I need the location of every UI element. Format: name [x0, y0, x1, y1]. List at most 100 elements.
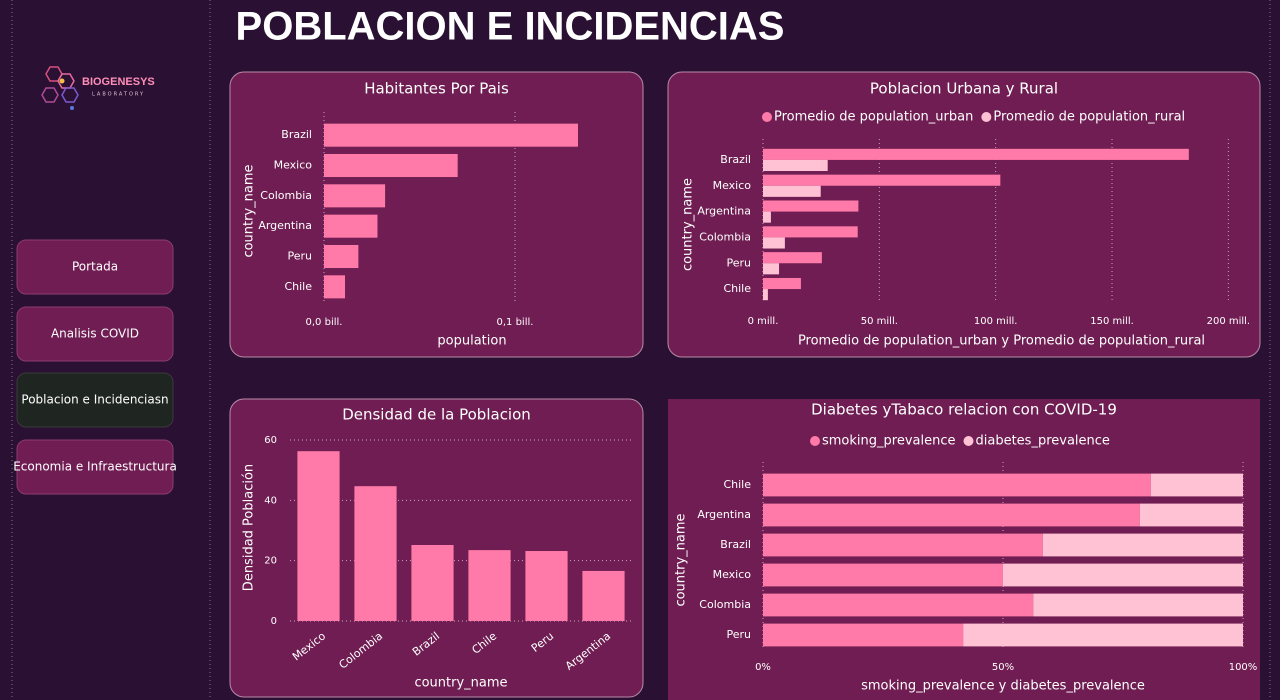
- y-tick-label: Argentina: [697, 508, 751, 521]
- x-tick-label: 0,0 bill.: [306, 317, 343, 328]
- logo-dot: [59, 78, 65, 84]
- y-tick-label: Peru: [726, 256, 751, 269]
- legend-marker: [963, 436, 974, 446]
- x-axis-label: Promedio de population_urban y Promedio …: [798, 334, 1205, 349]
- x-axis-label: smoking_prevalence y diabetes_prevalence: [861, 679, 1145, 694]
- bar: [763, 237, 785, 249]
- y-axis-label: country_name: [674, 513, 689, 606]
- bar: [763, 263, 780, 275]
- x-tick-label: 0%: [755, 662, 771, 673]
- y-tick-label: Chile: [723, 282, 751, 295]
- page-title: POBLACION E INCIDENCIAS: [236, 5, 785, 49]
- y-tick-label: Chile: [723, 478, 751, 491]
- nav-label[interactable]: Analisis COVID: [51, 327, 139, 341]
- bar: [763, 159, 828, 172]
- y-axis-label: country_name: [242, 164, 257, 257]
- y-tick-label: Colombia: [260, 189, 312, 202]
- bar: [297, 451, 340, 621]
- legend-label: Promedio de population_rural: [993, 110, 1185, 125]
- bar-segment: [763, 473, 1151, 497]
- bar: [763, 200, 859, 212]
- x-tick-label: 0 mill.: [748, 316, 779, 327]
- chart: Densidad de la Poblacion country_name Dens…: [229, 398, 644, 698]
- chart-title: Poblacion Urbana y Rural: [870, 80, 1058, 98]
- bar-segment: [1003, 563, 1243, 587]
- bar: [763, 277, 801, 290]
- legend-marker: [981, 112, 992, 122]
- nav-button-active[interactable]: [16, 372, 174, 428]
- y-tick-label: Chile: [284, 280, 312, 293]
- bar-segment: [1033, 593, 1243, 617]
- y-axis-label: Densidad Población: [242, 464, 257, 591]
- logo-hex: [41, 87, 59, 103]
- x-tick-label: 0,1 bill.: [496, 317, 533, 328]
- bar-segment: [1042, 533, 1243, 557]
- y-tick-label: Colombia: [699, 598, 751, 611]
- bar: [354, 486, 397, 621]
- nav-button[interactable]: [16, 306, 174, 362]
- legend-marker: [810, 436, 820, 446]
- logo: BIOGENESYS LABORATORY: [41, 66, 155, 110]
- y-tick-label: 40: [264, 495, 277, 506]
- y-tick-label: Argentina: [258, 219, 312, 232]
- bar: [324, 275, 346, 299]
- bar-segment: [1139, 503, 1243, 527]
- bar: [324, 153, 458, 178]
- bar-segment: [763, 503, 1140, 527]
- x-tick-label: 200 mill.: [1207, 316, 1251, 327]
- bar: [763, 211, 771, 223]
- x-tick-label: 50%: [992, 662, 1014, 673]
- y-tick-label: Mexico: [274, 159, 313, 172]
- bar: [324, 123, 578, 147]
- chart: Poblacion Urbana y Rural Promedio de popu…: [667, 71, 1261, 358]
- y-axis-label: country_name: [681, 178, 696, 271]
- nav: Portada Analisis COVID Poblacion e Incid…: [13, 239, 177, 495]
- bar: [763, 148, 1189, 160]
- legend-label: smoking_prevalence: [822, 434, 956, 449]
- chart: Diabetes yTabaco relacion con COVID-19 sm…: [668, 399, 1260, 700]
- bar: [763, 226, 858, 238]
- bar: [525, 551, 568, 621]
- legend-label: diabetes_prevalence: [976, 434, 1110, 449]
- nav-label[interactable]: Economia e Infraestructura: [13, 460, 177, 474]
- logo-subtitle: LABORATORY: [92, 92, 145, 98]
- x-tick-label: 50 mill.: [861, 316, 898, 327]
- nav-label[interactable]: Portada: [72, 260, 118, 274]
- logo-dot: [70, 106, 74, 110]
- y-tick-label: Brazil: [720, 538, 751, 551]
- bar: [324, 214, 378, 238]
- bar: [324, 244, 359, 269]
- bar: [324, 184, 386, 208]
- y-tick-label: Colombia: [699, 230, 751, 243]
- bar: [763, 289, 768, 301]
- y-tick-label: Mexico: [713, 568, 752, 581]
- bar-segment: [763, 533, 1043, 557]
- y-tick-label: Argentina: [697, 205, 751, 218]
- nav-label[interactable]: Poblacion e Incidenciasn: [21, 393, 168, 407]
- chart-title: Densidad de la Poblacion: [342, 406, 531, 424]
- nav-button[interactable]: [16, 239, 174, 295]
- logo-hex: [61, 87, 79, 103]
- bar: [763, 185, 821, 197]
- y-tick-label: Brazil: [720, 153, 751, 166]
- bar-segment: [1150, 473, 1243, 497]
- nav-button[interactable]: [16, 439, 174, 495]
- y-tick-label: 60: [264, 435, 277, 446]
- y-tick-label: 20: [264, 556, 277, 567]
- bar-segment: [763, 593, 1034, 617]
- bar: [763, 174, 1001, 186]
- y-tick-label: Mexico: [713, 179, 752, 192]
- y-tick-label: Brazil: [281, 128, 312, 141]
- y-tick-label: Peru: [726, 628, 751, 641]
- logo-name: BIOGENESYS: [82, 76, 155, 88]
- bar: [582, 570, 625, 621]
- bar: [763, 252, 822, 264]
- x-tick-label: 100%: [1229, 662, 1258, 673]
- bar: [468, 550, 511, 621]
- y-tick-label: Peru: [287, 250, 312, 263]
- legend-marker: [762, 112, 772, 122]
- x-tick-label: 150 mill.: [1090, 316, 1134, 327]
- legend-label: Promedio de population_urban: [774, 110, 973, 125]
- chart-panel: [229, 71, 644, 358]
